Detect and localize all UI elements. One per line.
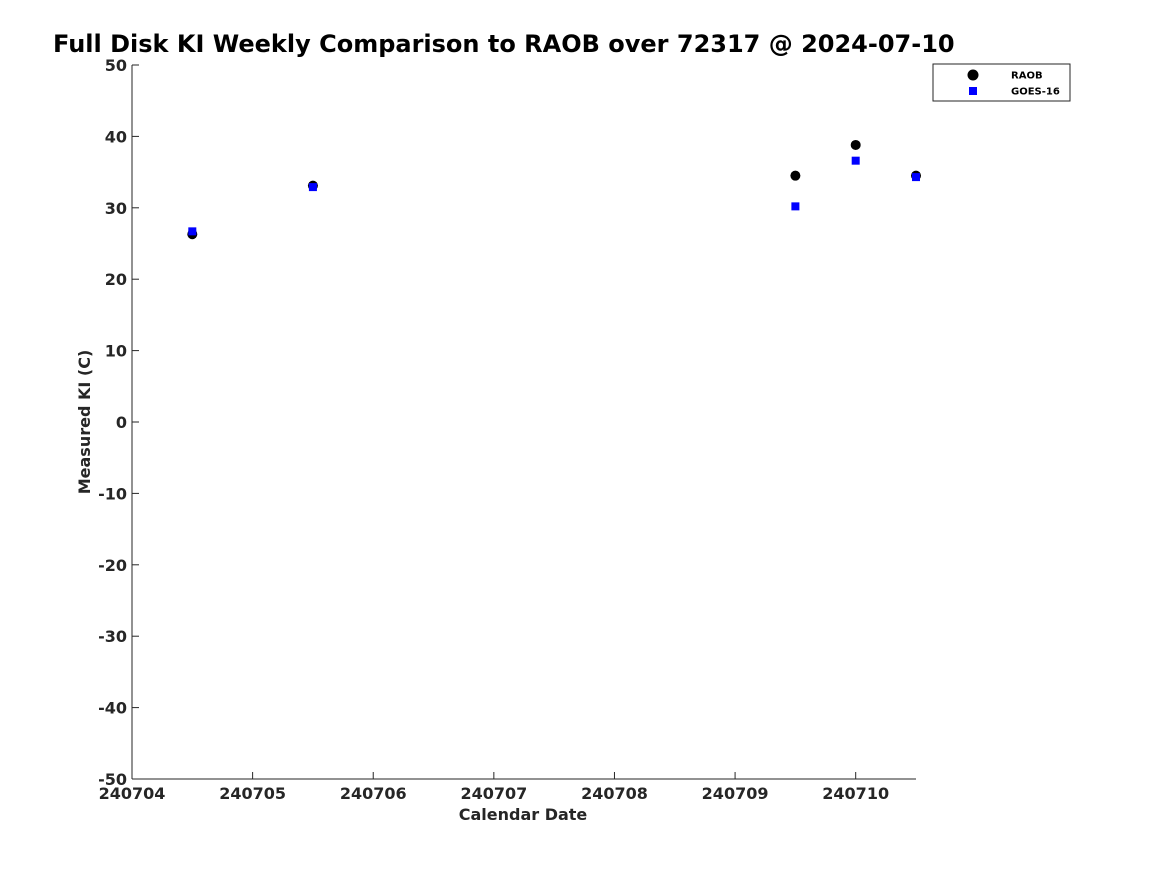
goes16-point [912, 173, 920, 182]
x-tick-label: 240710 [822, 784, 889, 803]
legend-box [932, 63, 1071, 102]
y-tick-label: 50 [105, 56, 127, 75]
legend: RAOB GOES-16 [932, 63, 1071, 102]
goes16-point [188, 227, 197, 236]
y-tick-label: 10 [105, 342, 127, 361]
y-ticks: 50 40 30 20 10 0 -10 -20 -30 -40 -50 [98, 56, 139, 789]
goes16-point [308, 183, 317, 192]
x-tick-label: 240706 [340, 784, 407, 803]
y-axis-label: Measured KI (C) [75, 350, 94, 495]
y-tick-label: 30 [105, 199, 127, 218]
x-tick-label: 240707 [460, 784, 527, 803]
y-tick-label: -10 [98, 484, 127, 503]
raob-point [790, 170, 801, 181]
x-tick-label: 240704 [99, 784, 166, 803]
y-tick-label: -40 [98, 699, 127, 718]
goes16-point [791, 202, 800, 211]
goes16-point [851, 156, 860, 165]
y-tick-label: 40 [105, 127, 127, 146]
legend-label-goes16: GOES-16 [1011, 87, 1060, 98]
raob-point [850, 139, 861, 150]
y-tick-label: 20 [105, 270, 127, 289]
chart-title: Full Disk KI Weekly Comparison to RAOB o… [53, 30, 955, 58]
legend-marker-raob [967, 69, 979, 81]
y-tick-label: -30 [98, 627, 127, 646]
y-tick-label: 0 [116, 413, 127, 432]
x-tick-label: 240709 [702, 784, 769, 803]
legend-label-raob: RAOB [1011, 71, 1043, 82]
x-tick-label: 240708 [581, 784, 648, 803]
y-tick-label: -50 [98, 770, 127, 789]
x-tick-label: 240705 [219, 784, 286, 803]
legend-marker-goes16 [969, 87, 977, 95]
x-ticks: 240704 240705 240706 240707 240708 240709 2407… [99, 772, 889, 803]
y-tick-label: -20 [98, 556, 127, 575]
data-points [187, 139, 921, 240]
x-axis-label: Calendar Date [459, 805, 588, 824]
